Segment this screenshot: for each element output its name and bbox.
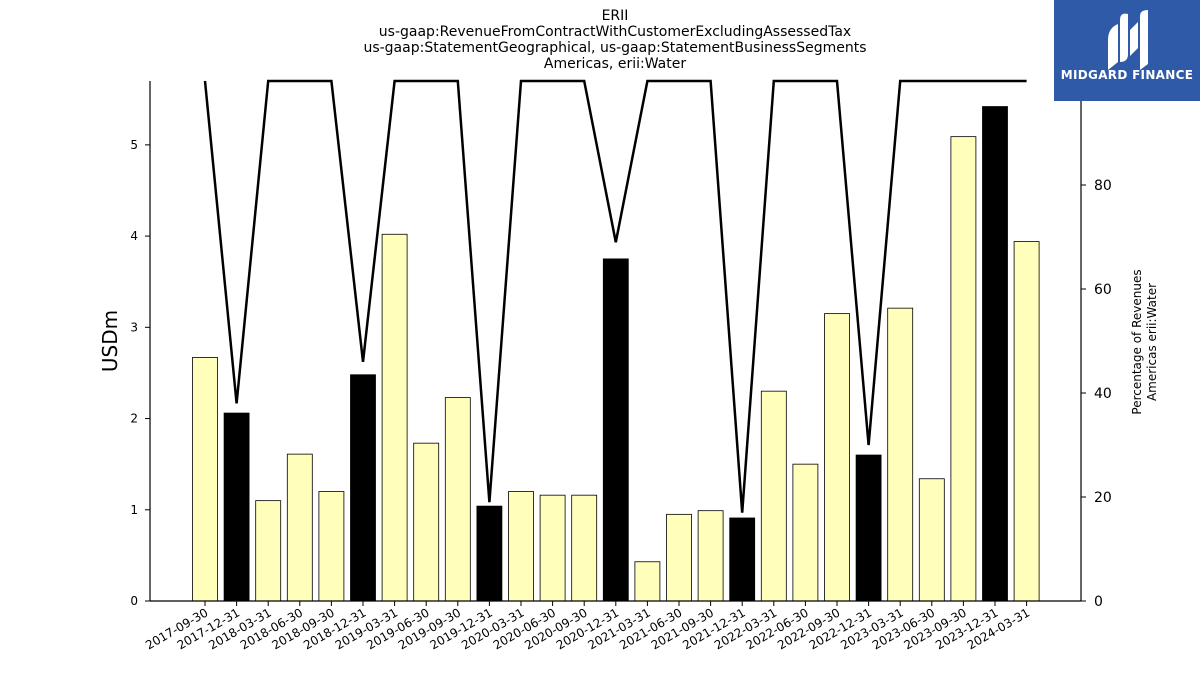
percentage-line [203, 79, 1027, 513]
bar [350, 374, 376, 602]
logo: MIDGARD FINANCE [1054, 0, 1200, 101]
bar [1013, 241, 1040, 602]
bar [255, 500, 282, 602]
right-tick-label: 20 [1094, 490, 1112, 506]
bar [950, 136, 977, 602]
y-axis-label: USDm [98, 310, 122, 372]
left-tick-label: 2 [130, 412, 138, 426]
left-tick-label: 0 [130, 594, 138, 608]
bar [697, 510, 724, 602]
bar [666, 513, 692, 602]
bar [982, 106, 1008, 602]
left-tick-label: 3 [130, 320, 138, 334]
left-tick-label: 5 [130, 138, 138, 152]
midgard-logo-icon [1108, 10, 1148, 70]
bar [444, 397, 471, 602]
title-axes: us-gaap:StatementGeographical, us-gaap:S… [363, 40, 867, 56]
title-members: Americas, erii:Water [543, 56, 687, 72]
bar [729, 517, 756, 602]
bar [318, 491, 345, 602]
bar [192, 357, 218, 602]
bar [508, 491, 534, 602]
bar [381, 233, 408, 602]
left-tick-label: 1 [130, 503, 138, 517]
bar [413, 442, 440, 602]
logo-text: MIDGARD FINANCE [1060, 68, 1194, 82]
bar [602, 258, 629, 602]
bar [887, 307, 914, 602]
bar [918, 478, 945, 602]
bar [792, 463, 819, 602]
left-tick-label: 4 [130, 229, 138, 243]
bar [760, 390, 787, 602]
bar [571, 494, 598, 602]
bar [824, 313, 850, 602]
bar [223, 412, 250, 602]
y-axis-label-right-2: Americas erii:Water [1145, 283, 1159, 401]
bar [634, 561, 661, 602]
right-tick-label: 60 [1094, 282, 1112, 298]
right-tick-label: 40 [1094, 386, 1112, 402]
bar [286, 453, 313, 602]
title-concept: us-gaap:RevenueFromContractWithCustomerE… [378, 24, 852, 40]
bar [855, 454, 882, 602]
bar [539, 494, 566, 602]
title-ticker: ERII [601, 8, 629, 24]
right-tick-label: 80 [1094, 178, 1112, 194]
right-tick-label: 0 [1094, 594, 1103, 610]
y-axis-label-right: Percentage of Revenues [1130, 269, 1144, 414]
bar [476, 505, 503, 602]
